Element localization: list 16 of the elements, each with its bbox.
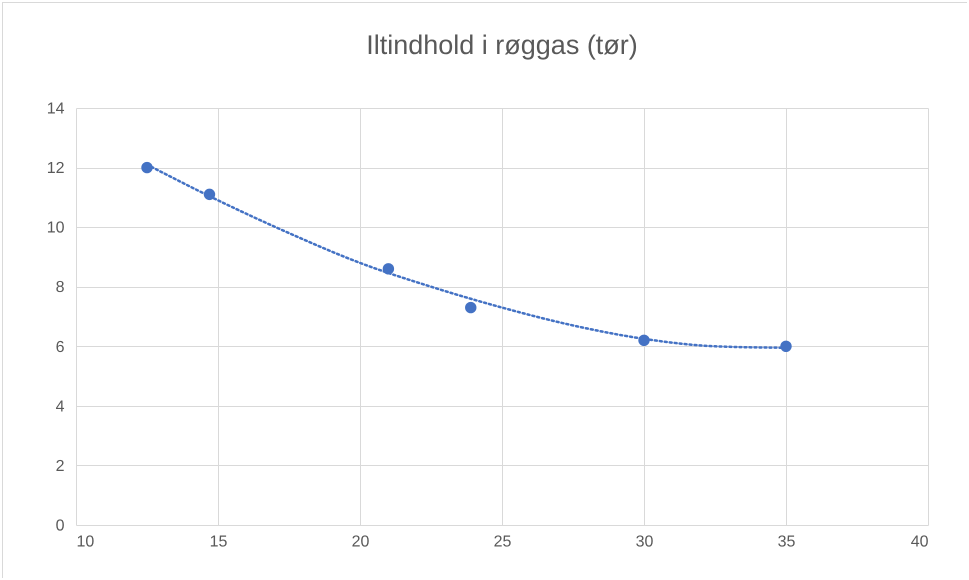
y-tick-label: 14: [46, 100, 65, 118]
y-tick-label: 0: [56, 518, 65, 534]
y-tick-label: 8: [56, 279, 65, 296]
x-tick-label: 10: [76, 534, 94, 550]
y-tick-label: 2: [56, 458, 65, 475]
y-tick-label: 10: [46, 220, 65, 237]
y-tick-label: 4: [56, 398, 65, 416]
x-tick-label: 35: [778, 534, 796, 550]
chart-title: Iltindhold i røggas (tør): [366, 30, 638, 60]
x-tick-label: 25: [494, 534, 512, 550]
x-tick-label: 15: [210, 534, 228, 550]
y-tick-label: 12: [46, 160, 65, 178]
x-tick-label: 30: [636, 534, 654, 550]
x-tick-label: 20: [352, 534, 370, 550]
x-tick-label: 40: [910, 534, 929, 550]
y-tick-label: 6: [56, 338, 65, 356]
